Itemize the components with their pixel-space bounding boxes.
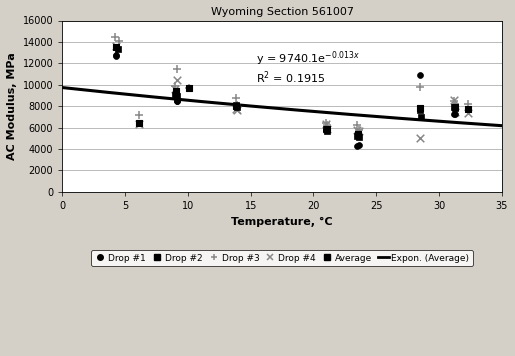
Point — [451, 111, 459, 117]
Point — [416, 107, 424, 113]
Point — [450, 98, 458, 104]
Point — [353, 134, 362, 139]
Point — [171, 93, 179, 98]
Point — [113, 47, 122, 52]
Title: Wyoming Section 561007: Wyoming Section 561007 — [211, 7, 354, 17]
Point — [232, 103, 241, 109]
Point — [322, 127, 330, 132]
Point — [135, 112, 143, 117]
Point — [354, 129, 363, 134]
Legend: Drop #1, Drop #2, Drop #3, Drop #4, Average, Expon. (Average): Drop #1, Drop #2, Drop #3, Drop #4, Aver… — [91, 250, 473, 266]
Point — [135, 121, 143, 127]
Point — [233, 104, 241, 110]
Point — [112, 44, 121, 50]
Point — [354, 131, 362, 137]
Point — [233, 102, 241, 108]
Point — [233, 108, 241, 113]
Point — [417, 114, 425, 120]
Point — [464, 101, 472, 107]
Point — [416, 105, 424, 111]
Point — [322, 126, 330, 132]
X-axis label: Temperature, °C: Temperature, °C — [231, 216, 333, 226]
Point — [231, 102, 239, 108]
Point — [115, 38, 123, 44]
Point — [112, 53, 121, 59]
Point — [322, 126, 331, 132]
Point — [171, 86, 179, 92]
Point — [322, 120, 330, 126]
Point — [416, 84, 424, 90]
Point — [354, 127, 363, 132]
Point — [173, 77, 181, 83]
Point — [322, 121, 330, 127]
Point — [451, 109, 459, 115]
Point — [172, 88, 180, 94]
Y-axis label: AC Modulus, MPa: AC Modulus, MPa — [7, 52, 17, 160]
Point — [416, 72, 424, 78]
Point — [451, 104, 459, 110]
Point — [173, 99, 181, 104]
Point — [323, 128, 332, 134]
Point — [353, 143, 362, 149]
Point — [450, 111, 458, 116]
Point — [111, 34, 119, 40]
Point — [112, 43, 121, 49]
Point — [451, 101, 459, 107]
Point — [171, 84, 179, 89]
Point — [112, 44, 121, 50]
Text: R$^{2}$ = 0.1915: R$^{2}$ = 0.1915 — [256, 69, 325, 86]
Point — [173, 93, 181, 99]
Point — [185, 85, 193, 91]
Point — [353, 122, 362, 128]
Point — [450, 104, 458, 110]
Point — [231, 95, 239, 100]
Point — [416, 136, 424, 141]
Point — [354, 142, 363, 148]
Point — [451, 105, 459, 111]
Point — [354, 134, 363, 140]
Point — [353, 127, 362, 133]
Point — [450, 98, 458, 103]
Point — [231, 106, 239, 112]
Point — [464, 110, 472, 116]
Text: y = 9740.1e$^{-0.013x}$: y = 9740.1e$^{-0.013x}$ — [256, 50, 360, 68]
Point — [323, 126, 332, 132]
Point — [112, 52, 121, 58]
Point — [323, 122, 332, 128]
Point — [135, 120, 143, 126]
Point — [464, 106, 472, 112]
Point — [173, 98, 181, 104]
Point — [322, 127, 330, 133]
Point — [185, 85, 193, 91]
Point — [173, 66, 181, 72]
